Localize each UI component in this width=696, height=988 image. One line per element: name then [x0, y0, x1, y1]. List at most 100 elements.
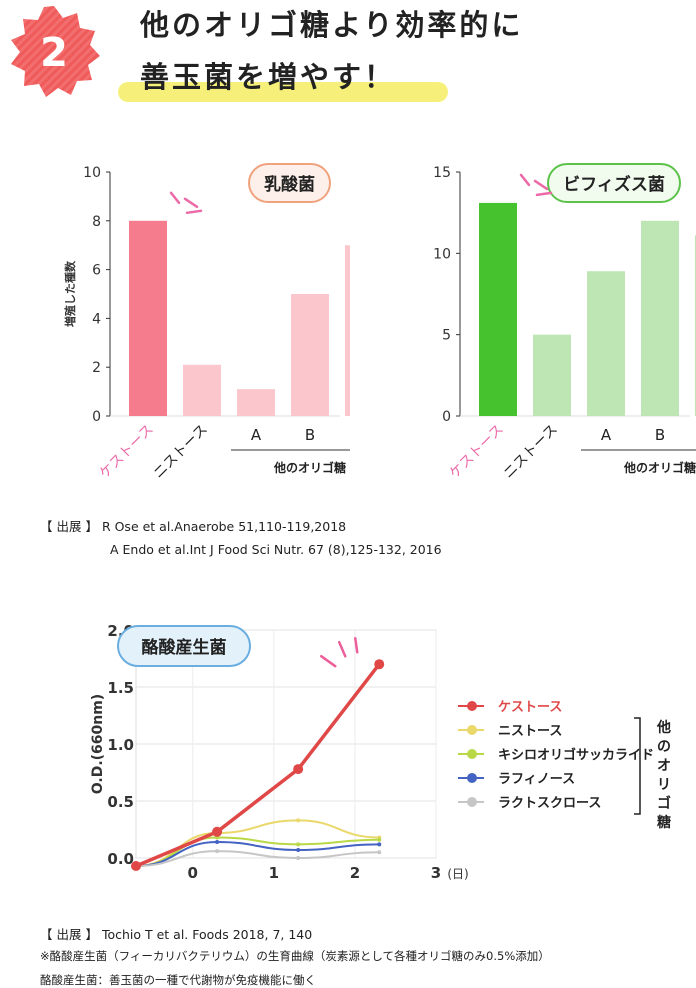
x-tick-label: 3: [431, 864, 441, 882]
x-tick-label: ニストース: [501, 422, 561, 482]
data-point-small: [296, 848, 301, 853]
x-tick-label: ニストース: [151, 422, 211, 482]
data-point: [293, 764, 304, 775]
y-tick-label: 2: [92, 360, 101, 376]
y-tick-label: 4: [92, 311, 101, 327]
x-tick-label: ケストース: [97, 422, 157, 482]
legend-entry: キシロオリゴサッカライド: [498, 747, 654, 763]
bar: [237, 389, 275, 416]
data-point-small: [377, 842, 382, 847]
x-tick-label: A: [601, 426, 612, 444]
emphasis-mark: [353, 636, 359, 654]
x-tick-label: B: [305, 426, 315, 444]
legend-entry: ニストース: [498, 724, 562, 739]
bar: [641, 220, 679, 416]
data-point-small: [296, 856, 301, 860]
y-axis-label: O.D.(660nm): [90, 694, 106, 794]
source-definition: 酪酸産生菌：善玉菌の一種で代謝物が免疫機能に働く: [40, 973, 316, 987]
legend-swatch-dot: [467, 725, 477, 735]
bar: [587, 271, 625, 416]
data-point-small: [215, 849, 220, 854]
x-tick-label: ケストース: [447, 422, 507, 482]
chart-title: 酪酸産生菌: [142, 637, 227, 658]
data-point-small: [215, 840, 220, 845]
source-citation-2: 【 出展 】 Tochio T et al. Foods 2018, 7, 14…: [40, 924, 312, 943]
number-badge: 2: [11, 6, 100, 97]
legend-group-label-char: ゴ: [657, 795, 671, 812]
legend-swatch-dot: [467, 797, 477, 807]
y-tick-label: 10: [83, 165, 101, 181]
lactic-acid-bar-chart: 0246810増殖した種数ケストースニストースABC他のオリゴ糖乳酸菌: [63, 163, 350, 482]
legend-swatch-dot: [467, 773, 477, 783]
source-line: R Ose et al.Anaerobe 51,110-119,2018: [101, 519, 347, 534]
bifidobacteria-bar-chart: 051015ケストースニストースABC他のオリゴ糖ビフィズス菌: [433, 163, 696, 482]
x-tick-label: 2: [350, 864, 360, 882]
x-tick-label: B: [655, 426, 665, 444]
y-tick-label: 1.0: [107, 736, 134, 754]
y-tick-label: 0: [92, 409, 101, 425]
chart-title-pill: [547, 163, 681, 203]
chart-title: 乳酸菌: [264, 174, 315, 195]
source-line: Tochio T et al. Foods 2018, 7, 140: [101, 927, 313, 942]
data-point-small: [377, 850, 382, 855]
page-title-line1: 他のオリゴ糖より効率的に: [140, 8, 524, 42]
series-line: [135, 663, 381, 868]
badge-shape: [11, 6, 100, 97]
y-tick-label: 15: [433, 165, 451, 181]
legend-group-label-char: オ: [657, 758, 671, 774]
x-unit-label: (日): [447, 867, 468, 881]
chart-title-pill: [117, 625, 251, 667]
y-tick-label: 0: [442, 409, 451, 425]
bar: [183, 364, 221, 416]
source-label: 【 出展 】: [40, 927, 98, 942]
title-highlight: [118, 82, 448, 102]
data-point: [212, 826, 223, 837]
series-line: [135, 841, 380, 867]
chart-title: ビフィズス菌: [563, 174, 665, 195]
group-label: 他のオリゴ糖: [273, 460, 346, 475]
bar: [345, 245, 350, 416]
bar: [291, 294, 329, 416]
x-tick-label: 0: [188, 864, 198, 882]
legend-swatch-dot: [467, 749, 477, 759]
legend-group-label-char: 糖: [657, 814, 671, 831]
emphasis-mark: [183, 197, 199, 209]
emphasis-mark: [169, 191, 181, 205]
data-point: [131, 860, 141, 871]
data-point-small: [296, 842, 301, 847]
emphasis-mark: [337, 640, 347, 658]
y-tick-label: 8: [92, 214, 101, 230]
bar: [129, 220, 167, 416]
legend-group-label-char: リ: [657, 777, 671, 793]
emphasis-mark: [519, 173, 531, 187]
legend-entry: ケストース: [498, 700, 562, 715]
legend-entry: ラフィノース: [498, 772, 575, 787]
legend-entry: ラクトスクロース: [498, 796, 601, 811]
emphasis-mark: [319, 654, 337, 668]
y-tick-label: 5: [442, 328, 451, 344]
legend-group-label-char: 他: [656, 719, 671, 736]
y-tick-label: 0.0: [107, 850, 134, 868]
butyrate-line-chart: 0.00.51.01.52.00 1 2 3 (日)O.D.(660nm)酪酸産生菌ケス…: [90, 622, 671, 882]
y-tick-label: 10: [433, 246, 451, 262]
y-tick-label: 1.5: [107, 679, 134, 697]
series-line: [135, 850, 380, 867]
source-note: ※酪酸産生菌（フィーカリバクテリウム）の生育曲線（炭素源として各種オリゴ糖のみ0…: [40, 949, 550, 963]
emphasis-mark: [535, 191, 553, 197]
legend-bracket: [634, 717, 641, 815]
x-tick-label: 1: [269, 864, 279, 882]
legend-group-label-char: の: [657, 739, 671, 755]
source-citation-1b: A Endo et al.Int J Food Sci Nutr. 67 (8)…: [110, 542, 442, 557]
data-point-small: [296, 818, 301, 823]
badge-number: 2: [40, 30, 68, 76]
y-tick-label: 0.5: [107, 793, 134, 811]
series-line: [135, 836, 380, 867]
emphasis-mark: [185, 209, 203, 215]
x-tick-label: A: [251, 426, 262, 444]
y-tick-label: 6: [92, 263, 101, 279]
data-point-small: [377, 837, 382, 842]
source-citation-1: 【 出展 】 R Ose et al.Anaerobe 51,110-119,2…: [40, 516, 346, 535]
bar: [479, 202, 517, 416]
bar: [533, 334, 571, 416]
y-axis-label: 増殖した種数: [63, 260, 77, 327]
